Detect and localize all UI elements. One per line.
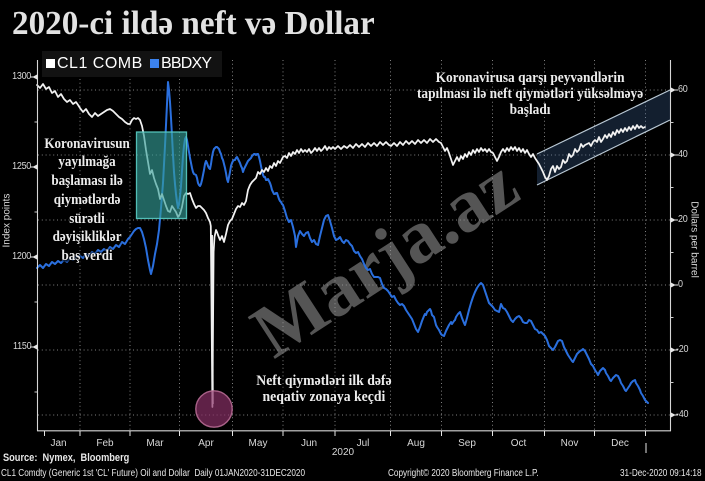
svg-text:Marja.az: Marja.az [237,141,532,373]
